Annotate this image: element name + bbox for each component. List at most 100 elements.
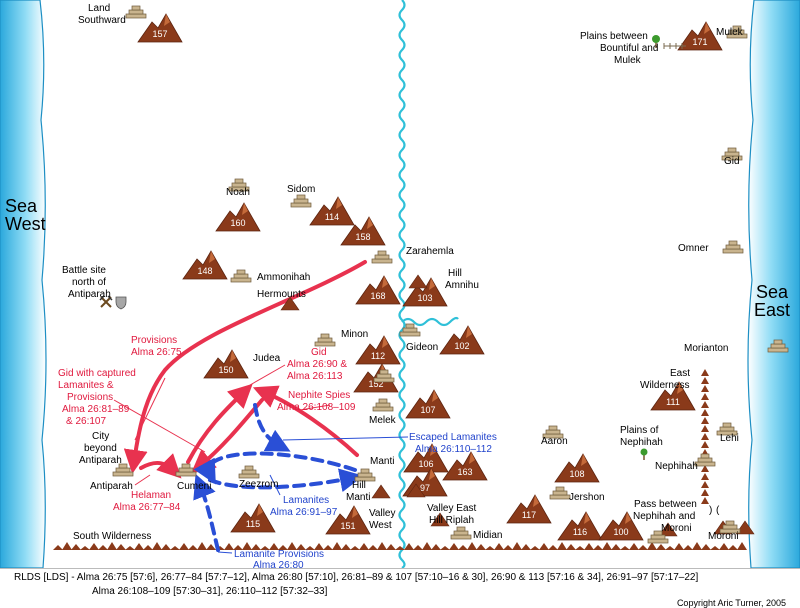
- city-icon: [450, 526, 472, 540]
- label-spies-1: Nephite Spies: [288, 390, 350, 401]
- footer-references-line-2: Alma 26:108–109 [57:30–31], 26:110–112 […: [92, 586, 328, 597]
- sea-west-label-1: Sea: [5, 196, 38, 216]
- mountain-number: 106: [418, 459, 433, 469]
- hill-icon: [406, 483, 426, 498]
- label-lamanite-prov-2: Alma 26:80: [253, 560, 304, 571]
- city-icon: [399, 323, 421, 337]
- mountain-number: 107: [420, 405, 435, 415]
- label-provisions-1: Provisions: [131, 335, 177, 346]
- mountain-number: 111: [666, 397, 680, 407]
- mountain-number: 148: [197, 266, 212, 276]
- label-helaman-1: Helaman: [131, 490, 171, 501]
- label-south-wilderness: South Wilderness: [73, 531, 151, 542]
- label-east-wilderness-2: Wilderness: [640, 380, 689, 391]
- label-hermounts: Hermounts: [257, 289, 306, 300]
- svg-text:(: (: [716, 505, 720, 516]
- crossed-swords-icon: [99, 295, 113, 308]
- mountain-number: 115: [246, 519, 260, 529]
- city-icon: [354, 468, 376, 482]
- label-gid-captured-3: Provisions: [67, 392, 113, 403]
- city-icon: [721, 147, 743, 161]
- city-icon: [372, 398, 394, 412]
- city-icon: [125, 5, 147, 19]
- hill-icon: [371, 484, 391, 499]
- hill-icon: [430, 512, 450, 527]
- route-lamanites: [193, 451, 357, 485]
- mountain-117: 117: [506, 494, 552, 524]
- shield-icon: [115, 296, 127, 310]
- label-antiparah: Antiparah: [90, 481, 133, 492]
- tree-icon: [652, 35, 660, 48]
- label-zeezrom: Zeezrom: [239, 479, 278, 490]
- label-escaped-1: Escaped Lamanites: [409, 432, 497, 443]
- mountain-115: 115: [230, 503, 276, 533]
- mountain-163: 163: [442, 451, 488, 481]
- city-icon: [549, 486, 571, 500]
- mountain-100: 100: [598, 511, 644, 541]
- label-sidom: Sidom: [287, 184, 315, 195]
- mountain-116: 116: [557, 511, 603, 541]
- mountain-148: 148: [182, 250, 228, 280]
- city-icon: [371, 250, 393, 264]
- label-valley-west-1: Valley: [369, 508, 396, 519]
- sea-east-label-1: Sea: [756, 282, 789, 302]
- blue-routes: [193, 403, 364, 552]
- mountain-number: 97: [420, 483, 430, 493]
- mountain-number: 114: [325, 212, 339, 222]
- city-icon: [238, 465, 260, 479]
- mountain-number: 151: [340, 521, 355, 531]
- label-noah: Noah: [226, 187, 250, 198]
- mountain-number: 117: [522, 510, 536, 520]
- label-gid: Gid: [724, 156, 740, 167]
- label-pass-1: Pass between: [634, 499, 697, 510]
- place-labels: Land Southward Noah Sidom Zarahemla Batt…: [62, 3, 744, 542]
- label-omner: Omner: [678, 243, 709, 254]
- label-provisions-2: Alma 26:75: [131, 347, 182, 358]
- route-labels: Provisions Alma 26:75 Gid with captured …: [58, 335, 497, 571]
- label-manti: Manti: [370, 456, 394, 467]
- label-gid-captured-2: Lamanites &: [58, 380, 114, 391]
- mountain-number: 158: [355, 232, 370, 242]
- south-wilderness-range: [53, 542, 747, 550]
- label-melek: Melek: [369, 415, 397, 426]
- label-valley-east: Valley East: [427, 503, 477, 514]
- route-helaman: [139, 453, 182, 479]
- label-battle-site-1: Battle site: [62, 265, 106, 276]
- label-city-beyond-3: Antiparah: [79, 455, 122, 466]
- east-wilderness-range: [701, 369, 709, 504]
- city-icon: [767, 339, 789, 353]
- label-midian: Midian: [473, 530, 502, 541]
- label-hill-amnihu-2: Amnihu: [445, 280, 479, 291]
- label-battle-site-2: north of: [72, 277, 106, 288]
- cities-layer: [112, 5, 789, 544]
- label-moroni: Moroni: [708, 531, 739, 542]
- mountain-114: 114: [309, 196, 355, 226]
- label-city-beyond-2: beyond: [84, 443, 117, 454]
- tree-icon: [640, 448, 648, 460]
- label-nephihah: Nephihah: [655, 461, 698, 472]
- sea-east-label-2: East: [754, 300, 790, 320]
- mountain-number: 112: [371, 351, 385, 361]
- fence-icon: [663, 43, 686, 49]
- hill-icon: [658, 522, 678, 537]
- label-helaman-2: Alma 26:77–84: [113, 502, 181, 513]
- mountain-157: 157: [137, 13, 183, 43]
- route-manti-spies: [252, 385, 359, 457]
- label-battle-site-3: Antiparah: [68, 289, 111, 300]
- label-lehi: Lehi: [720, 433, 739, 444]
- mountain-168: 168: [355, 275, 401, 305]
- sea-east: [747, 0, 800, 569]
- mountain-108: 108: [554, 453, 600, 483]
- city-icon: [230, 269, 252, 283]
- red-routes: [123, 260, 367, 479]
- red-leaders: [113, 364, 331, 486]
- city-icon: [542, 425, 564, 439]
- label-city-beyond-1: City: [92, 431, 109, 442]
- mountain-111: 111: [650, 381, 696, 411]
- hill-icon: [280, 296, 300, 311]
- city-icon: [719, 520, 741, 534]
- hill-icon: [735, 520, 755, 535]
- label-lamanite-prov-1: Lamanite Provisions: [234, 549, 324, 560]
- city-icon: [726, 25, 748, 39]
